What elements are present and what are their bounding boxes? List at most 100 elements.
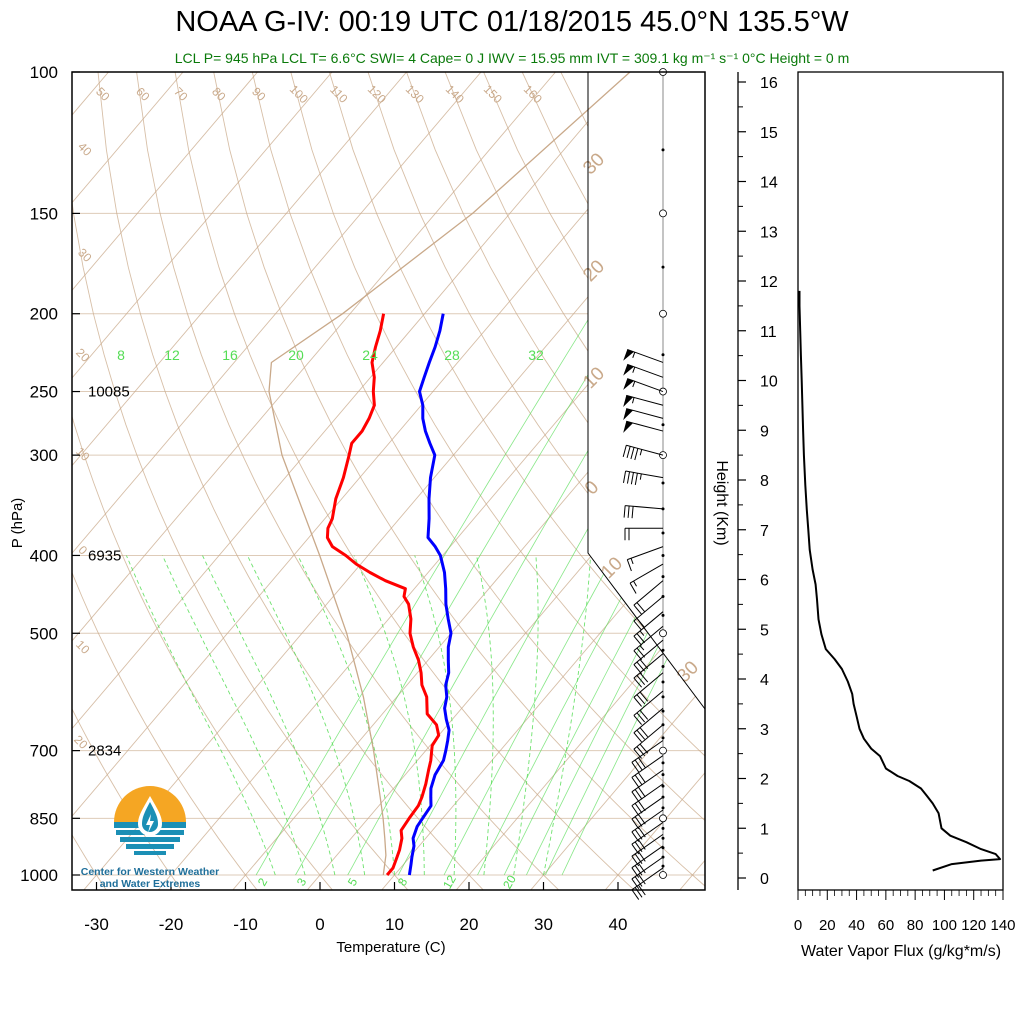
wind-barb <box>631 755 664 788</box>
wind-barb-feather <box>633 635 642 646</box>
wind-barb <box>631 833 664 867</box>
wind-barb <box>623 394 664 407</box>
wind-barb-feather <box>634 473 638 486</box>
wind-barb <box>623 408 664 421</box>
wind-barb-feather <box>636 675 646 685</box>
height-tick-label: 5 <box>760 622 769 639</box>
wind-level-dot <box>661 709 665 713</box>
wind-barb-staff <box>631 740 664 763</box>
wind-barb-feather <box>638 757 646 768</box>
wind-level-dot <box>661 531 665 535</box>
dry-adiabat-label-large: 30 <box>579 149 609 179</box>
moist-adiabat-line <box>297 555 395 876</box>
isotherm-line <box>72 72 556 890</box>
wind-barb-feather <box>633 677 642 688</box>
parcel-line <box>268 72 631 876</box>
isotherm-line <box>603 72 705 890</box>
dry-adiabat-line <box>367 72 705 890</box>
wind-barb-feather <box>633 732 642 743</box>
dewpoint-line <box>407 313 453 876</box>
wind-barb-feather <box>631 762 640 773</box>
mixing-ratio-label-bottom: 3 <box>294 875 310 888</box>
dry-adiabat-label-large: 20 <box>579 256 609 286</box>
height-tick-label: 4 <box>760 672 769 689</box>
wind-barb-feather <box>623 470 627 483</box>
isotherm-label: 160 <box>521 82 545 106</box>
wind-level-dot <box>661 648 665 652</box>
wind-barb <box>633 707 664 743</box>
wind-barb-feather <box>631 791 640 802</box>
wind-barb <box>631 845 664 878</box>
wind-barb-staff <box>633 611 664 637</box>
wind-barb-half-feather <box>639 645 645 651</box>
y-axis-label: P (hPa) <box>9 498 26 549</box>
dry-adiabat-line <box>754 72 1024 892</box>
y-tick-label: 400 <box>30 546 58 565</box>
wind-barb-staff <box>633 672 664 698</box>
wind-barb-feather <box>634 759 643 771</box>
dry-adiabat-line <box>213 72 705 890</box>
dry-adiabat-label: 40 <box>75 139 95 159</box>
dry-adiabat-line <box>174 72 637 890</box>
mixing-ratio-label: 8 <box>117 347 125 363</box>
height-axis-label: Height (Km) <box>713 460 730 545</box>
isotherm-line <box>0 72 34 892</box>
wind-barb <box>633 611 664 646</box>
wind-level-dot <box>661 665 665 669</box>
height-label: 6935 <box>88 547 121 564</box>
wind-barb-feather <box>639 709 649 720</box>
height-tick-label: 1 <box>760 821 769 838</box>
wind-barb-staff <box>631 821 664 845</box>
wind-barb-feather <box>631 506 634 519</box>
moist-adiabat-line <box>162 555 306 876</box>
height-tick-label: 7 <box>760 523 769 540</box>
wind-barb-pennant <box>623 395 634 407</box>
wind-barb <box>631 740 664 773</box>
wind-barb-staff <box>627 349 664 363</box>
height-tick-label: 9 <box>760 423 769 440</box>
wind-barb <box>633 724 664 759</box>
wind-barb-feather <box>634 876 643 887</box>
dry-adiabat-line <box>72 72 184 890</box>
wind-barb-half-feather <box>631 397 635 404</box>
height-tick-label: 11 <box>760 324 777 341</box>
dry-adiabat-label-large: 10 <box>579 363 609 393</box>
wind-level-dot <box>661 423 665 427</box>
wind-barb-feather <box>633 604 642 615</box>
temperature-line <box>325 313 441 876</box>
y-tick-label: 500 <box>30 624 58 643</box>
wind-barb-feather <box>636 633 646 644</box>
x-tick-label: 10 <box>385 915 404 934</box>
wind-barb-feather <box>623 505 626 518</box>
wind-level-dot <box>661 148 665 152</box>
dry-adiabat-line <box>483 72 705 890</box>
mixing-ratio-line <box>255 313 593 876</box>
wind-barb <box>626 546 664 572</box>
wind-barb-half-feather <box>632 352 636 359</box>
isotherm-line <box>156 72 705 890</box>
wind-barb-feather <box>631 777 640 788</box>
wind-barb-staff <box>626 444 664 456</box>
wind-barb-feather <box>636 729 646 740</box>
mixing-ratio-label: 28 <box>444 347 460 363</box>
x-tick-label: 30 <box>534 915 553 934</box>
y-tick-label: 150 <box>30 204 58 223</box>
wind-barb <box>631 796 664 830</box>
wind-barb <box>623 378 664 393</box>
wind-barb-staff <box>633 596 664 622</box>
wind-barb-staff <box>631 867 664 891</box>
isotherm-label: 60 <box>133 84 153 104</box>
flux-x-tick-label: 140 <box>990 917 1015 934</box>
y-tick-label: 300 <box>30 446 58 465</box>
wind-barb-feather <box>631 818 640 830</box>
height-tick-label: 10 <box>760 374 778 391</box>
dry-adiabat-line <box>97 72 486 890</box>
wind-level-dot <box>661 736 665 740</box>
wind-barb-feather <box>639 672 649 683</box>
mixing-ratio-line <box>503 313 705 876</box>
wind-barb-staff <box>629 563 664 584</box>
wind-barb <box>633 672 664 707</box>
wind-level-dot <box>661 265 665 269</box>
